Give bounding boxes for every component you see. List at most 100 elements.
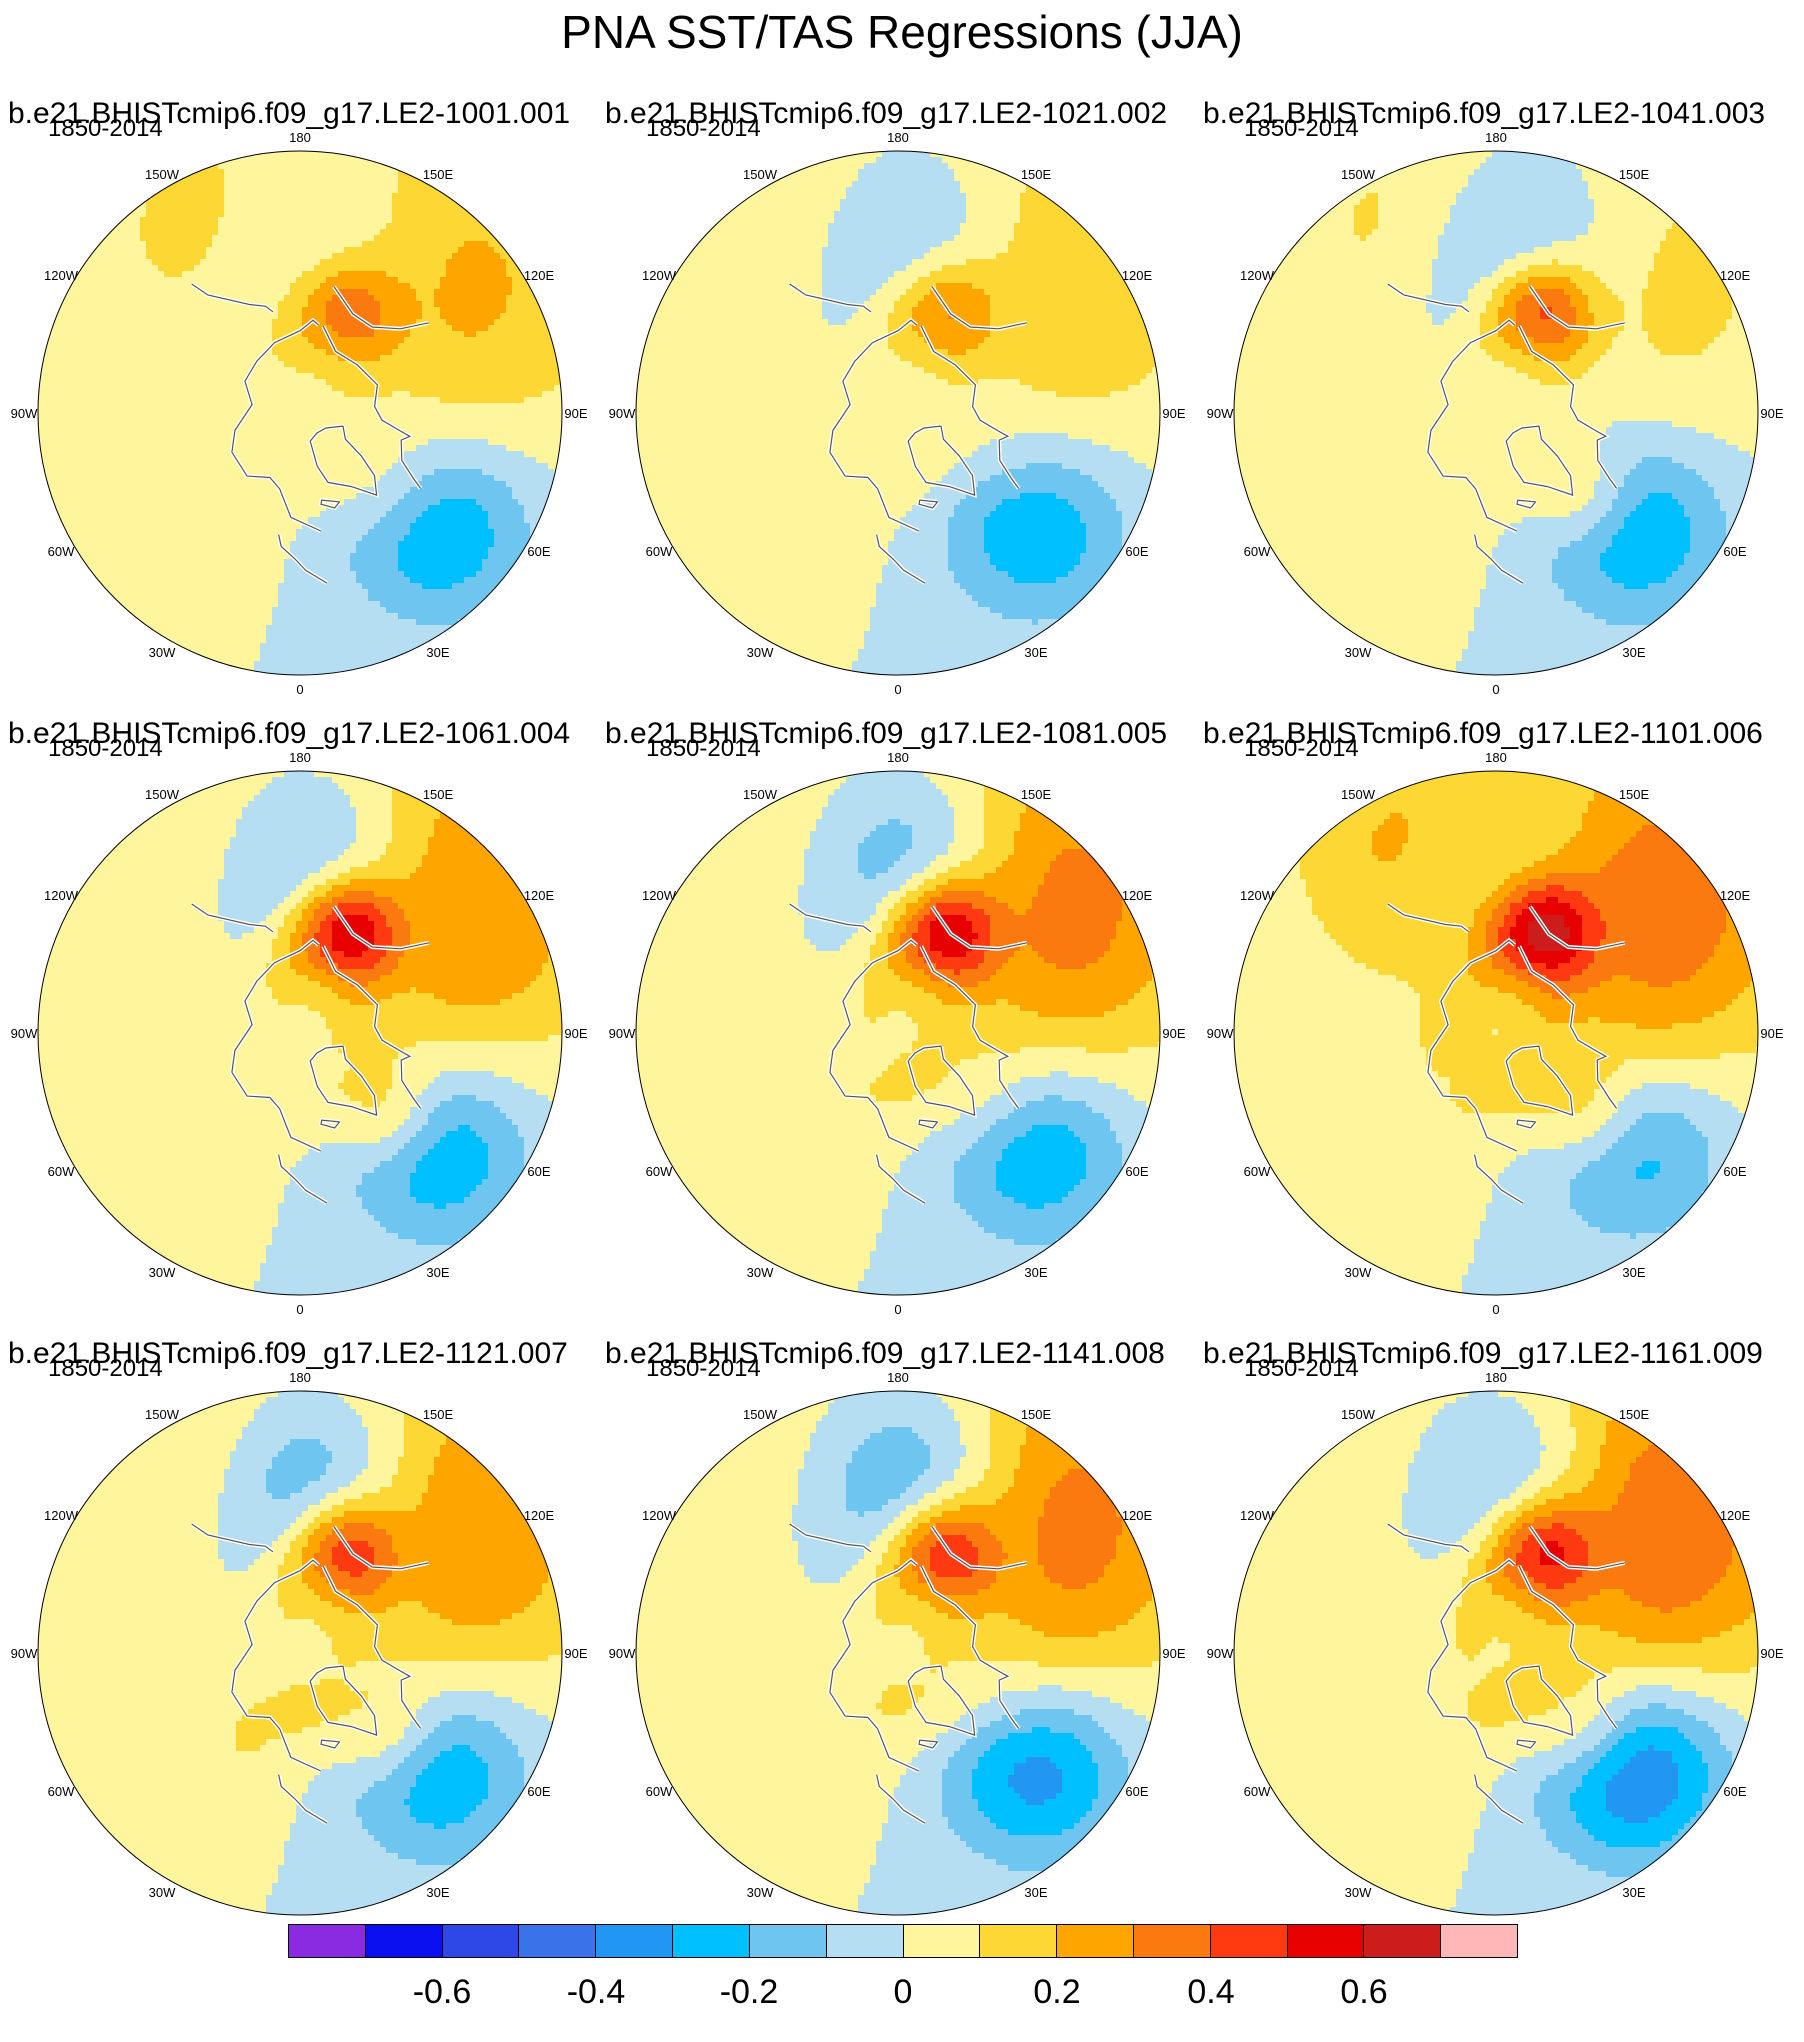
map-panel: 1850-2014180150E120E90E60E30E030W60W90W1… [1207, 1355, 1784, 1937]
colorbar-box [1364, 1925, 1442, 1957]
longitude-label: 30W [747, 1265, 774, 1280]
longitude-label: 30W [747, 645, 774, 660]
map-border [1233, 770, 1759, 1296]
longitude-label: 150W [145, 1407, 180, 1422]
longitude-label: 60E [527, 1784, 550, 1799]
colorbar-tick-label: 0.6 [1304, 1972, 1424, 2012]
longitude-label: 90E [1760, 406, 1783, 421]
period-label: 1850-2014 [48, 735, 163, 762]
colorbar-tick-label: 0.4 [1151, 1972, 1271, 2012]
longitude-label: 90W [609, 406, 636, 421]
longitude-label: 150W [1341, 167, 1376, 182]
colorbar-box [903, 1925, 981, 1957]
longitude-label: 150E [423, 1407, 454, 1422]
longitude-label: 60E [1125, 1784, 1148, 1799]
longitude-label: 120E [1720, 1508, 1751, 1523]
longitude-label: 60W [48, 1784, 75, 1799]
longitude-label: 90W [11, 1026, 38, 1041]
coastlines [190, 282, 430, 585]
panel-title: b.e21.BHISTcmip6.f09_g17.LE2-1161.009 [1203, 1336, 1763, 1372]
longitude-label: 120W [642, 888, 677, 903]
colorbar-box [1210, 1925, 1288, 1957]
period-label: 1850-2014 [1244, 115, 1359, 142]
longitude-label: 30E [1622, 1885, 1645, 1900]
colorbar-box [673, 1925, 750, 1957]
longitude-label: 120E [1122, 268, 1153, 283]
longitude-label: 180 [887, 750, 909, 765]
longitude-label: 30W [149, 645, 176, 660]
longitude-label: 0 [1492, 682, 1499, 697]
colorbar-tick-label: -0.6 [382, 1972, 502, 2012]
longitude-label: 120W [44, 268, 79, 283]
period-label: 1850-2014 [646, 735, 761, 762]
longitude-label: 180 [289, 750, 311, 765]
period-label: 1850-2014 [1244, 735, 1359, 762]
longitude-label: 150W [145, 167, 180, 182]
coastlines [1386, 282, 1626, 585]
longitude-label: 30W [1345, 1265, 1372, 1280]
page-title: PNA SST/TAS Regressions (JJA) [0, 4, 1804, 60]
contour-field [1234, 1391, 1758, 1915]
period-label: 1850-2014 [1244, 1355, 1359, 1382]
longitude-label: 30E [1024, 1265, 1047, 1280]
longitude-label: 30E [1024, 1885, 1047, 1900]
longitude-label: 180 [887, 130, 909, 145]
map-panel: 1850-2014180150E120E90E60E30E030W60W90W1… [11, 1355, 588, 1937]
map-panel: 1850-2014180150E120E90E60E30E030W60W90W1… [609, 1355, 1186, 1937]
longitude-label: 150E [1021, 167, 1052, 182]
longitude-label: 120E [524, 1508, 555, 1523]
coastlines [788, 1522, 1028, 1825]
longitude-label: 60E [1125, 1164, 1148, 1179]
longitude-label: 150E [1619, 1407, 1650, 1422]
coastlines [1386, 1522, 1626, 1825]
longitude-label: 60W [1244, 1164, 1271, 1179]
longitude-label: 0 [296, 682, 303, 697]
longitude-label: 90W [11, 406, 38, 421]
longitude-label: 60W [1244, 1784, 1271, 1799]
colorbar-tick-label: 0.2 [997, 1972, 1117, 2012]
longitude-label: 90W [609, 1026, 636, 1041]
colorbar-box [1133, 1925, 1211, 1957]
longitude-label: 120W [1240, 888, 1275, 903]
longitude-label: 30E [426, 1265, 449, 1280]
longitude-label: 120E [1720, 268, 1751, 283]
longitude-label: 180 [887, 1370, 909, 1385]
map-border [37, 150, 563, 676]
period-label: 1850-2014 [48, 1355, 163, 1382]
longitude-label: 90E [564, 1026, 587, 1041]
longitude-label: 90E [1760, 1026, 1783, 1041]
longitude-label: 150W [1341, 1407, 1376, 1422]
longitude-label: 60W [646, 1164, 673, 1179]
longitude-label: 60E [1125, 544, 1148, 559]
contour-field [38, 1391, 562, 1915]
longitude-label: 90W [1207, 406, 1234, 421]
longitude-label: 30E [1622, 1265, 1645, 1280]
map-border [1233, 1390, 1759, 1916]
longitude-label: 150W [743, 1407, 778, 1422]
longitude-label: 60E [527, 544, 550, 559]
longitude-label: 90W [609, 1646, 636, 1661]
coastlines [190, 1522, 430, 1825]
coastlines [190, 902, 430, 1205]
longitude-label: 90E [1162, 1026, 1185, 1041]
longitude-label: 150W [743, 787, 778, 802]
longitude-label: 150E [1021, 787, 1052, 802]
longitude-label: 150E [1619, 167, 1650, 182]
panel-title: b.e21.BHISTcmip6.f09_g17.LE2-1021.002 [605, 96, 1167, 132]
colorbar-box [1057, 1925, 1134, 1957]
longitude-label: 0 [894, 1302, 901, 1317]
longitude-label: 30E [426, 645, 449, 660]
colorbar-box [596, 1925, 674, 1957]
longitude-label: 0 [894, 682, 901, 697]
map-border [635, 150, 1161, 676]
longitude-label: 60W [48, 544, 75, 559]
colorbar-box [1287, 1925, 1365, 1957]
colorbar-box [365, 1925, 443, 1957]
longitude-label: 90E [1162, 1646, 1185, 1661]
longitude-label: 90E [1162, 406, 1185, 421]
period-label: 1850-2014 [646, 1355, 761, 1382]
